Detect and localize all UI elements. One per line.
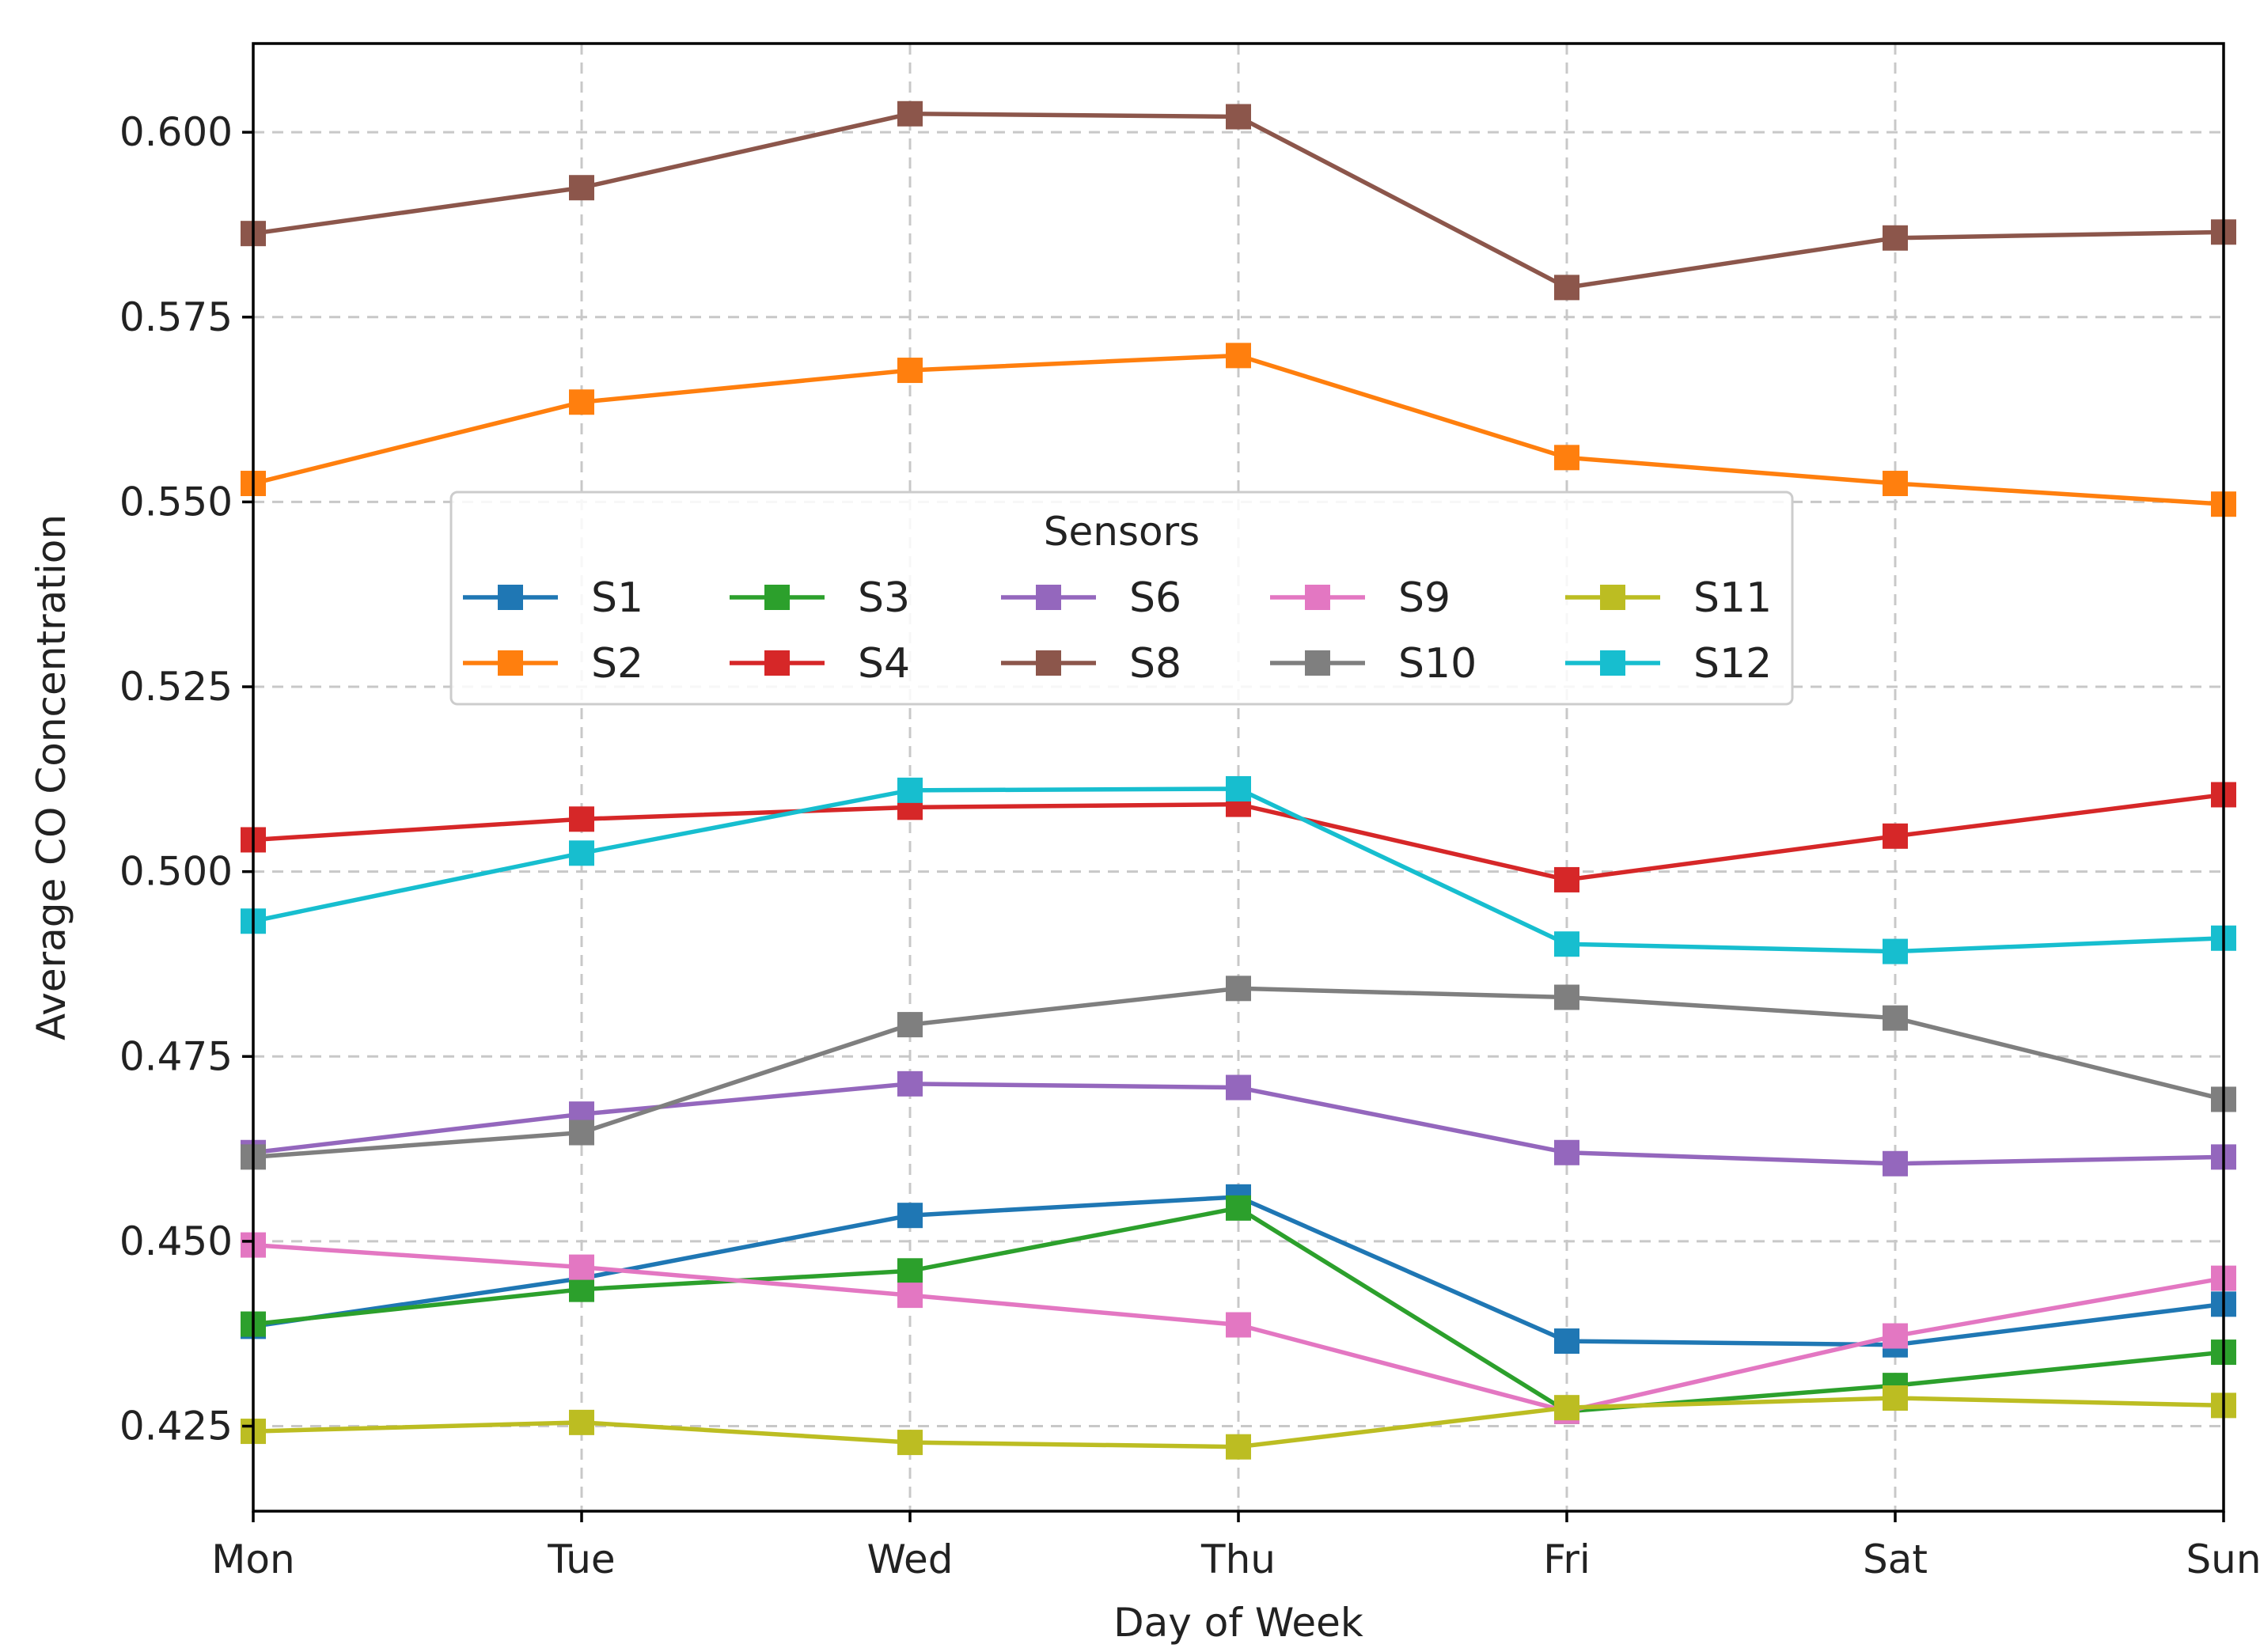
legend-label: S1 xyxy=(591,574,643,622)
legend-label: S6 xyxy=(1129,574,1181,622)
legend-item-s12: S12 xyxy=(1565,640,1772,688)
legend-label: S2 xyxy=(591,640,643,688)
data-point-s6 xyxy=(1554,1139,1579,1165)
data-point-s12 xyxy=(1226,775,1251,801)
legend-item-s2: S2 xyxy=(463,640,643,688)
data-point-s2 xyxy=(1554,445,1579,471)
data-point-s3 xyxy=(1226,1195,1251,1221)
data-point-s2 xyxy=(1883,471,1908,497)
data-point-s10 xyxy=(1226,976,1251,1002)
data-point-s10 xyxy=(1554,984,1579,1010)
data-point-s2 xyxy=(897,358,923,384)
data-point-s12 xyxy=(897,777,923,803)
legend-marker xyxy=(1036,650,1061,676)
x-tick-label: Fri xyxy=(1543,1536,1591,1582)
y-tick-label: 0.500 xyxy=(119,849,233,895)
data-point-s9 xyxy=(1226,1312,1251,1338)
series-s12 xyxy=(241,775,2236,964)
data-point-s9 xyxy=(569,1254,594,1280)
legend-marker xyxy=(1600,650,1625,676)
data-point-s8 xyxy=(569,175,594,201)
data-point-s11 xyxy=(569,1409,594,1435)
data-point-s6 xyxy=(1883,1150,1908,1176)
x-tick-label: Wed xyxy=(866,1536,953,1582)
legend-label: S9 xyxy=(1398,574,1450,622)
data-point-s12 xyxy=(1554,931,1579,957)
legend-marker xyxy=(1600,585,1625,610)
legend-marker xyxy=(498,585,523,610)
axis-ticks: Mon Tue Wed Thu Fri Sat Sun 0.425 0.450 0.475 0.50… xyxy=(119,109,2260,1582)
legend-item-s1: S1 xyxy=(463,574,643,622)
data-point-s1 xyxy=(1554,1328,1579,1355)
x-tick-label: Sat xyxy=(1863,1536,1928,1582)
legend-label: S8 xyxy=(1129,640,1181,688)
y-tick-label: 0.600 xyxy=(119,109,233,155)
data-point-s3 xyxy=(569,1276,594,1302)
legend-items: S1 S2 S3 S4 S6 S8 S9 S10 S11 S12 xyxy=(463,574,1772,688)
legend-label: S4 xyxy=(858,640,910,688)
data-point-s11 xyxy=(1554,1395,1579,1421)
data-point-s6 xyxy=(1226,1074,1251,1101)
y-tick-label: 0.450 xyxy=(119,1218,233,1264)
legend-item-s8: S8 xyxy=(1001,640,1181,688)
series-s4 xyxy=(241,782,2236,892)
data-point-s8 xyxy=(897,100,923,127)
data-point-s10 xyxy=(1883,1005,1908,1031)
data-point-s11 xyxy=(897,1430,923,1456)
legend-label: S12 xyxy=(1693,640,1772,688)
legend: Sensors S1 S2 S3 S4 S6 S8 S9 S10 S11 S12 xyxy=(449,491,1794,706)
data-point-s9 xyxy=(897,1283,923,1309)
data-point-s12 xyxy=(569,840,594,866)
y-tick-label: 0.475 xyxy=(119,1033,233,1079)
legend-item-s9: S9 xyxy=(1270,574,1450,622)
data-point-s10 xyxy=(569,1120,594,1146)
data-point-s9 xyxy=(1883,1323,1908,1349)
legend-item-s10: S10 xyxy=(1270,640,1477,688)
legend-marker xyxy=(764,585,790,610)
data-point-s1 xyxy=(897,1203,923,1229)
legend-marker xyxy=(1305,650,1330,676)
x-axis-label: Day of Week xyxy=(1113,1600,1363,1646)
legend-marker xyxy=(498,650,523,676)
legend-label: S11 xyxy=(1693,574,1772,622)
legend-title: Sensors xyxy=(1044,509,1200,555)
x-tick-label: Tue xyxy=(547,1536,615,1582)
data-point-s3 xyxy=(897,1258,923,1284)
series-s10 xyxy=(241,976,2236,1170)
legend-label: S10 xyxy=(1398,640,1477,688)
data-point-s8 xyxy=(1226,104,1251,130)
y-tick-label: 0.550 xyxy=(119,479,233,525)
data-point-s4 xyxy=(1554,866,1579,892)
legend-marker xyxy=(1036,585,1061,610)
legend-label: S3 xyxy=(858,574,910,622)
legend-item-s11: S11 xyxy=(1565,574,1772,622)
data-point-s4 xyxy=(569,806,594,832)
data-point-s4 xyxy=(1883,823,1908,849)
y-tick-label: 0.525 xyxy=(119,664,233,710)
x-tick-label: Thu xyxy=(1200,1536,1276,1582)
legend-item-s6: S6 xyxy=(1001,574,1181,622)
data-point-s6 xyxy=(897,1070,923,1097)
legend-marker xyxy=(764,650,790,676)
data-point-s11 xyxy=(1226,1434,1251,1460)
data-point-s8 xyxy=(1554,275,1579,301)
x-tick-label: Mon xyxy=(211,1536,294,1582)
x-tick-label: Sun xyxy=(2186,1536,2260,1582)
y-tick-label: 0.575 xyxy=(119,294,233,340)
y-axis-label: Average CO Concentration xyxy=(28,514,74,1040)
data-point-s2 xyxy=(1226,343,1251,369)
legend-item-s4: S4 xyxy=(730,640,910,688)
data-point-s11 xyxy=(1883,1385,1908,1411)
data-point-s10 xyxy=(897,1012,923,1038)
data-point-s2 xyxy=(569,389,594,415)
legend-item-s3: S3 xyxy=(730,574,910,622)
data-point-s8 xyxy=(1883,225,1908,251)
legend-marker xyxy=(1305,585,1330,610)
data-point-s12 xyxy=(1883,938,1908,964)
y-tick-label: 0.425 xyxy=(119,1404,233,1449)
